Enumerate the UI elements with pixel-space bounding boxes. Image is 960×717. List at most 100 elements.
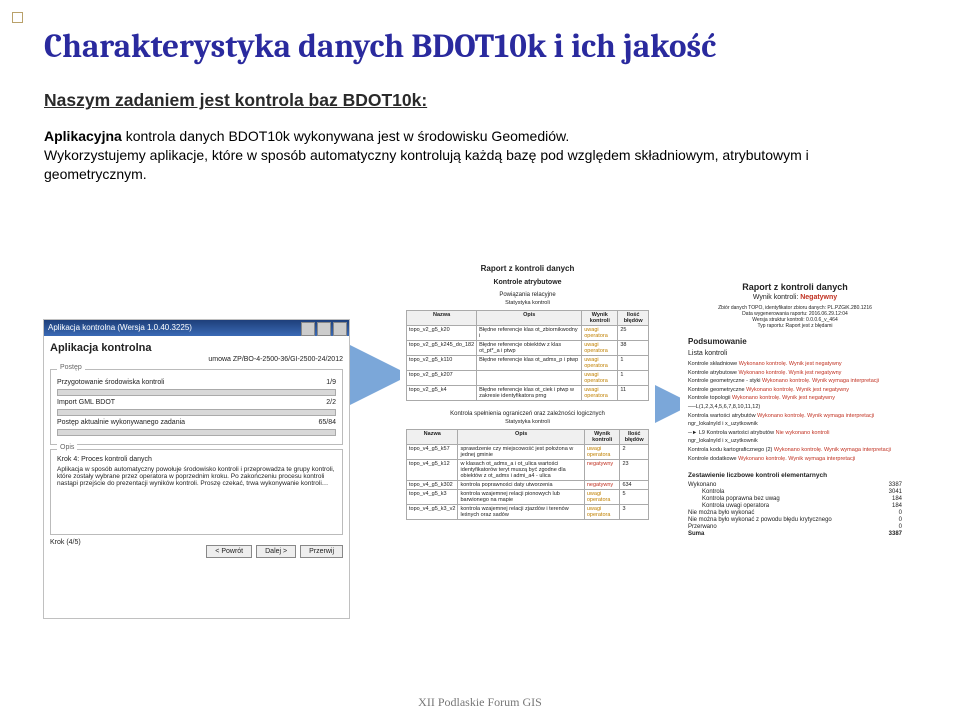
table-row: topo_v2_g5_k110Błędne referencje klas ot… bbox=[407, 356, 649, 371]
table-cell: topo_v4_g5_k3_v2 bbox=[407, 505, 458, 520]
slide: Charakterystyka danych BDOT10k i ich jak… bbox=[0, 0, 960, 717]
p3-result: Wynik kontroli: Negatywny bbox=[688, 294, 902, 301]
table-cell: topo_v2_g5_k207 bbox=[407, 371, 477, 386]
table-cell: topo_v4_g5_k12 bbox=[407, 460, 458, 481]
window-titlebar[interactable]: Aplikacja kontrolna (Wersja 1.0.40.3225) bbox=[44, 320, 349, 336]
report-panel-summary: Raport z kontroli danych Wynik kontroli:… bbox=[680, 276, 910, 606]
control-result-line: ngr_lokalnyId i x_uzytkownik bbox=[688, 421, 902, 428]
table-cell: uwagi operatora bbox=[582, 326, 618, 341]
table-cell: topo_v4_g5_k302 bbox=[407, 481, 458, 490]
table-row: topo_v2_g5_k4Błędne referencje klas ot_c… bbox=[407, 386, 649, 401]
progress-group: Postęp Przygotowanie środowiska kontroli… bbox=[50, 369, 343, 445]
control-result-line: Kontrola kodu kartograficznego (2) Wykon… bbox=[688, 447, 902, 454]
table-row: topo_v4_g5_k57sprawdzenie czy miejscowoś… bbox=[407, 445, 649, 460]
table-cell: 11 bbox=[618, 386, 649, 401]
table-row: topo_v4_g5_k3kontrola wzajemnej relacji … bbox=[407, 490, 649, 505]
table-row: topo_v4_g5_k12w klasach ot_adms_a i ot_u… bbox=[407, 460, 649, 481]
table-header: Opis bbox=[477, 311, 582, 326]
table-cell: uwagi operatora bbox=[582, 371, 618, 386]
window-title: Aplikacja kontrolna (Wersja 1.0.40.3225) bbox=[48, 323, 192, 332]
table-cell: topo_v2_g5_k245_do_182 bbox=[407, 341, 477, 356]
table-cell: uwagi operatora bbox=[582, 341, 618, 356]
minimize-icon[interactable] bbox=[301, 322, 315, 336]
report-panel-attributes: Raport z kontroli danych Kontrole atrybu… bbox=[400, 258, 655, 663]
control-app-window: Aplikacja kontrolna (Wersja 1.0.40.3225)… bbox=[44, 320, 349, 618]
back-button[interactable]: < Powrót bbox=[206, 545, 252, 558]
p2-sec1: Powiązania relacyjne bbox=[406, 292, 649, 298]
control-result-line: Kontrole topologii Wykonano kontrolę. Wy… bbox=[688, 395, 902, 402]
p2-title: Raport z kontroli danych bbox=[406, 264, 649, 273]
table-row: topo_v2_g5_k20Błędne referencje klas ot_… bbox=[407, 326, 649, 341]
control-result-line: Kontrole dodatkowe Wykonano kontrolę. Wy… bbox=[688, 456, 902, 463]
count-row: Nie można było wykonać z powodu błędu kr… bbox=[688, 517, 902, 523]
table-cell: Błędne referencje obiektów z klas ot_pt*… bbox=[477, 341, 582, 356]
table-cell: kontrola poprawności daty utworzenia bbox=[458, 481, 584, 490]
control-result-line: Kontrole geometryczne Wykonano kontrolę.… bbox=[688, 387, 902, 394]
count-row: Przerwano0 bbox=[688, 524, 902, 530]
table-header: Nazwa bbox=[407, 430, 458, 445]
table-header: Nazwa bbox=[407, 311, 477, 326]
count-row: Kontrola uwagi operatora184 bbox=[688, 503, 902, 509]
count-row: Wykonano3387 bbox=[688, 482, 902, 488]
table-cell: Błędne referencje klas ot_adms_p i ptwp bbox=[477, 356, 582, 371]
table-cell: topo_v4_g5_k3 bbox=[407, 490, 458, 505]
body-line2: Wykorzystujemy aplikacje, które w sposób… bbox=[44, 147, 809, 182]
progress-row1-value: 1/9 bbox=[326, 379, 336, 386]
table-cell: negatywny bbox=[584, 460, 620, 481]
control-result-line: ngr_lokalnyId i x_uzytkownik bbox=[688, 438, 902, 445]
p2-subtitle: Kontrole atrybutowe bbox=[406, 279, 649, 286]
step-text: Aplikacja w sposób automatyczny powołuje… bbox=[57, 466, 336, 487]
table-cell: negatywny bbox=[584, 481, 620, 490]
p2-sec2s: Statystyka kontroli bbox=[406, 419, 649, 425]
table-header: Ilość błędów bbox=[618, 311, 649, 326]
table-cell: uwagi operatora bbox=[584, 445, 620, 460]
control-result-line: Kontrola wartości atrybutów Wykonano kon… bbox=[688, 413, 902, 420]
table-cell bbox=[477, 371, 582, 386]
table-cell: topo_v2_g5_k20 bbox=[407, 326, 477, 341]
app-title: Aplikacja kontrolna bbox=[50, 342, 343, 354]
table-1: NazwaOpisWynik kontroliIlość błędów topo… bbox=[406, 310, 649, 401]
table-row: topo_v4_g5_k3_v2kontrola wzajemnej relac… bbox=[407, 505, 649, 520]
table-2: NazwaOpisWynik kontroliIlość błędów topo… bbox=[406, 429, 649, 520]
control-result-line: ─► L9 Kontrola wartości atrybutów Nie wy… bbox=[688, 430, 902, 437]
slide-footer: XII Podlaskie Forum GIS bbox=[0, 695, 960, 710]
table-cell: 3 bbox=[620, 505, 649, 520]
p3-summary-heading: Podsumowanie bbox=[688, 337, 902, 346]
table-row: topo_v2_g5_k245_do_182Błędne referencje … bbox=[407, 341, 649, 356]
table-cell: uwagi operatora bbox=[582, 386, 618, 401]
step-header: Krok 4: Proces kontroli danych bbox=[57, 456, 336, 463]
next-button[interactable]: Dalej > bbox=[256, 545, 296, 558]
progress-row3-value: 65/84 bbox=[318, 419, 336, 426]
progress-bar-1 bbox=[57, 389, 336, 396]
p3-list-heading: Lista kontroli bbox=[688, 350, 902, 357]
body-rest: kontrola danych BDOT10k wykonywana jest … bbox=[122, 128, 569, 144]
table-cell: topo_v2_g5_k4 bbox=[407, 386, 477, 401]
maximize-icon[interactable] bbox=[317, 322, 331, 336]
control-result-line: Kontrole geometryczne - styki Wykonano k… bbox=[688, 378, 902, 385]
table-header: Opis bbox=[458, 430, 584, 445]
p2-sec2: Kontrola spełnienia ograniczeń oraz zale… bbox=[406, 411, 649, 417]
progress-row1-label: Przygotowanie środowiska kontroli bbox=[57, 379, 164, 386]
table-cell: topo_v4_g5_k57 bbox=[407, 445, 458, 460]
table-cell: 2 bbox=[620, 445, 649, 460]
p2-sec1s: Statystyka kontroli bbox=[406, 300, 649, 306]
table-cell: 38 bbox=[618, 341, 649, 356]
close-icon[interactable] bbox=[333, 322, 347, 336]
table-cell: sprawdzenie czy miejscowość jest położon… bbox=[458, 445, 584, 460]
table-header: Wynik kontroli bbox=[584, 430, 620, 445]
table-cell: uwagi operatora bbox=[584, 505, 620, 520]
p3-counts-heading: Zestawienie liczbowe kontroli elementarn… bbox=[688, 472, 902, 479]
table-cell: kontrola wzajemnej relacji pionowych lub… bbox=[458, 490, 584, 505]
step-counter: Krok (4/5) bbox=[50, 539, 81, 558]
count-row: Kontrola poprawna bez uwag184 bbox=[688, 496, 902, 502]
body-text: Aplikacyjna kontrola danych BDOT10k wyko… bbox=[44, 127, 874, 184]
control-result-line: ──L(1,2,3,4,5,6,7,8,10,11,12) bbox=[688, 404, 902, 411]
table-cell: topo_v2_g5_k110 bbox=[407, 356, 477, 371]
count-row: Kontrola3041 bbox=[688, 489, 902, 495]
count-row: Nie można było wykonać0 bbox=[688, 510, 902, 516]
progress-bar-3 bbox=[57, 429, 336, 436]
table-cell: kontrola wzajemnej relacji zjazdów i ter… bbox=[458, 505, 584, 520]
table-cell: Błędne referencje klas ot_zbiornikwodny … bbox=[477, 326, 582, 341]
table-cell: 23 bbox=[620, 460, 649, 481]
cancel-button[interactable]: Przerwij bbox=[300, 545, 343, 558]
